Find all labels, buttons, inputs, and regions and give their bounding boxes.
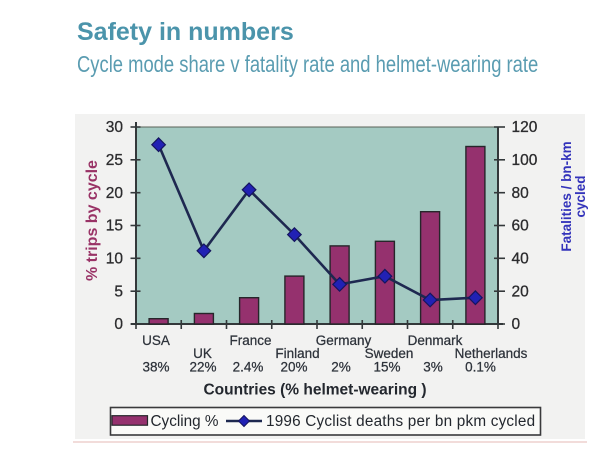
svg-text:Sweden: Sweden xyxy=(365,346,414,361)
svg-text:Netherlands: Netherlands xyxy=(455,346,528,361)
svg-text:80: 80 xyxy=(512,185,530,202)
svg-text:20%: 20% xyxy=(280,359,307,374)
svg-text:22%: 22% xyxy=(189,359,216,374)
svg-text:25: 25 xyxy=(106,152,123,169)
svg-text:Cycling %: Cycling % xyxy=(151,413,219,430)
svg-text:15: 15 xyxy=(106,218,123,235)
svg-text:60: 60 xyxy=(512,218,530,235)
svg-text:30: 30 xyxy=(106,119,124,136)
svg-text:20: 20 xyxy=(106,185,124,202)
svg-text:Germany: Germany xyxy=(316,333,372,348)
svg-text:% trips by cycle: % trips by cycle xyxy=(84,160,101,281)
svg-text:2%: 2% xyxy=(331,359,351,374)
svg-text:0: 0 xyxy=(512,316,521,333)
svg-text:0.1%: 0.1% xyxy=(465,359,496,374)
svg-text:2.4%: 2.4% xyxy=(233,359,264,374)
svg-text:France: France xyxy=(229,333,271,348)
svg-text:USA: USA xyxy=(142,333,170,348)
svg-text:UK: UK xyxy=(193,346,212,361)
svg-text:10: 10 xyxy=(106,251,124,268)
svg-text:38%: 38% xyxy=(142,359,169,374)
svg-text:5: 5 xyxy=(114,283,123,300)
svg-text:1996 Cyclist deaths per bn pkm: 1996 Cyclist deaths per bn pkm cycled xyxy=(266,413,535,430)
svg-text:Finland: Finland xyxy=(275,346,319,361)
svg-text:0: 0 xyxy=(114,316,123,333)
svg-text:20: 20 xyxy=(512,283,530,300)
svg-text:3%: 3% xyxy=(423,359,443,374)
svg-text:Denmark: Denmark xyxy=(408,333,463,348)
svg-text:100: 100 xyxy=(512,152,538,169)
svg-text:Fatalities / bn-km: Fatalities / bn-km xyxy=(559,141,574,251)
svg-text:Countries (% helmet-wearing ): Countries (% helmet-wearing ) xyxy=(203,382,426,399)
svg-text:120: 120 xyxy=(512,119,538,136)
svg-text:cycled: cycled xyxy=(573,175,588,217)
svg-text:40: 40 xyxy=(512,251,530,268)
svg-text:15%: 15% xyxy=(373,359,400,374)
